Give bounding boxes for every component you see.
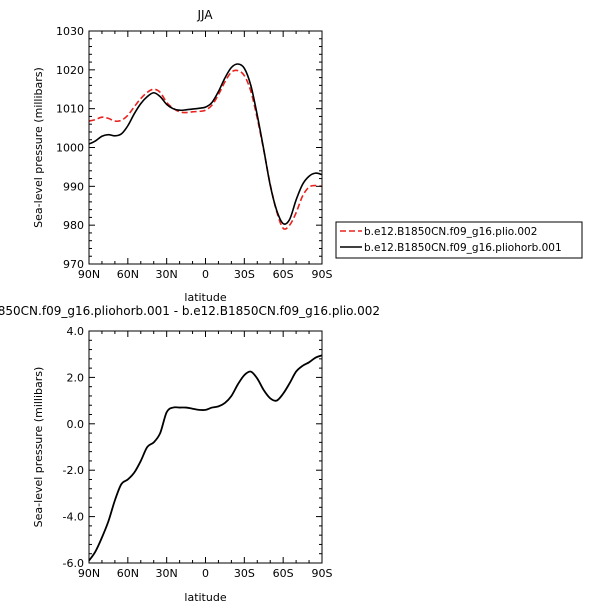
top-y-axis-label: Sea-level pressure (millibars) <box>32 67 45 228</box>
y-tick-label: 980 <box>63 219 84 232</box>
series-line-pliohorb-001 <box>88 63 323 225</box>
x-tick-label: 90N <box>78 268 100 281</box>
y-tick-label: 0.0 <box>67 418 85 431</box>
y-tick-label: 2.0 <box>67 371 85 384</box>
top-x-axis-label: latitude <box>184 291 226 304</box>
bottom-plot-frame <box>88 330 323 564</box>
y-tick-label: 970 <box>63 258 84 271</box>
y-tick-label: -4.0 <box>63 511 84 524</box>
legend-label-pliohorb-001: b.e12.B1850CN.f09_g16.pliohorb.001 <box>364 242 562 254</box>
bottom-y-axis-label: Sea-level pressure (millibars) <box>32 367 45 528</box>
x-tick-label: 90S <box>312 567 333 580</box>
x-tick-label: 60S <box>273 567 294 580</box>
x-tick-label: 30N <box>156 567 178 580</box>
y-tick-label: -2.0 <box>63 464 84 477</box>
series-line-difference <box>88 354 323 562</box>
x-tick-label: 30S <box>234 268 255 281</box>
x-tick-label: 30N <box>156 268 178 281</box>
bottom-chart-title: b.e12.B1850CN.f09_g16.pliohorb.001 - b.e… <box>0 304 380 318</box>
bottom-chart: b.e12.B1850CN.f09_g16.pliohorb.001 - b.e… <box>0 304 380 604</box>
top-chart-title: JJA <box>196 8 213 22</box>
legend: b.e12.B1850CN.f09_g16.plio.002 b.e12.B18… <box>335 221 583 259</box>
y-tick-label: 1020 <box>56 64 84 77</box>
top-chart: JJA 90N 60N 30N 0 30S 60S 90S 970 980 990 1000 1010… <box>32 8 583 304</box>
y-tick-label: 1000 <box>56 142 84 155</box>
y-tick-label: -6.0 <box>63 557 84 570</box>
legend-label-plio-002: b.e12.B1850CN.f09_g16.plio.002 <box>364 226 537 238</box>
x-tick-label: 0 <box>202 567 209 580</box>
bottom-x-axis-label: latitude <box>184 591 226 604</box>
y-tick-label: 1030 <box>56 25 84 38</box>
x-tick-label: 60S <box>273 268 294 281</box>
legend-box <box>335 221 583 259</box>
x-tick-label: 90S <box>312 268 333 281</box>
x-tick-label: 60N <box>117 567 139 580</box>
x-tick-label: 30S <box>234 567 255 580</box>
y-tick-label: 4.0 <box>67 325 85 338</box>
x-tick-label: 0 <box>202 268 209 281</box>
y-tick-label: 1010 <box>56 103 84 116</box>
y-tick-label: 990 <box>63 180 84 193</box>
x-tick-label: 60N <box>117 268 139 281</box>
series-line-plio-002 <box>88 69 323 230</box>
x-tick-label: 90N <box>78 567 100 580</box>
